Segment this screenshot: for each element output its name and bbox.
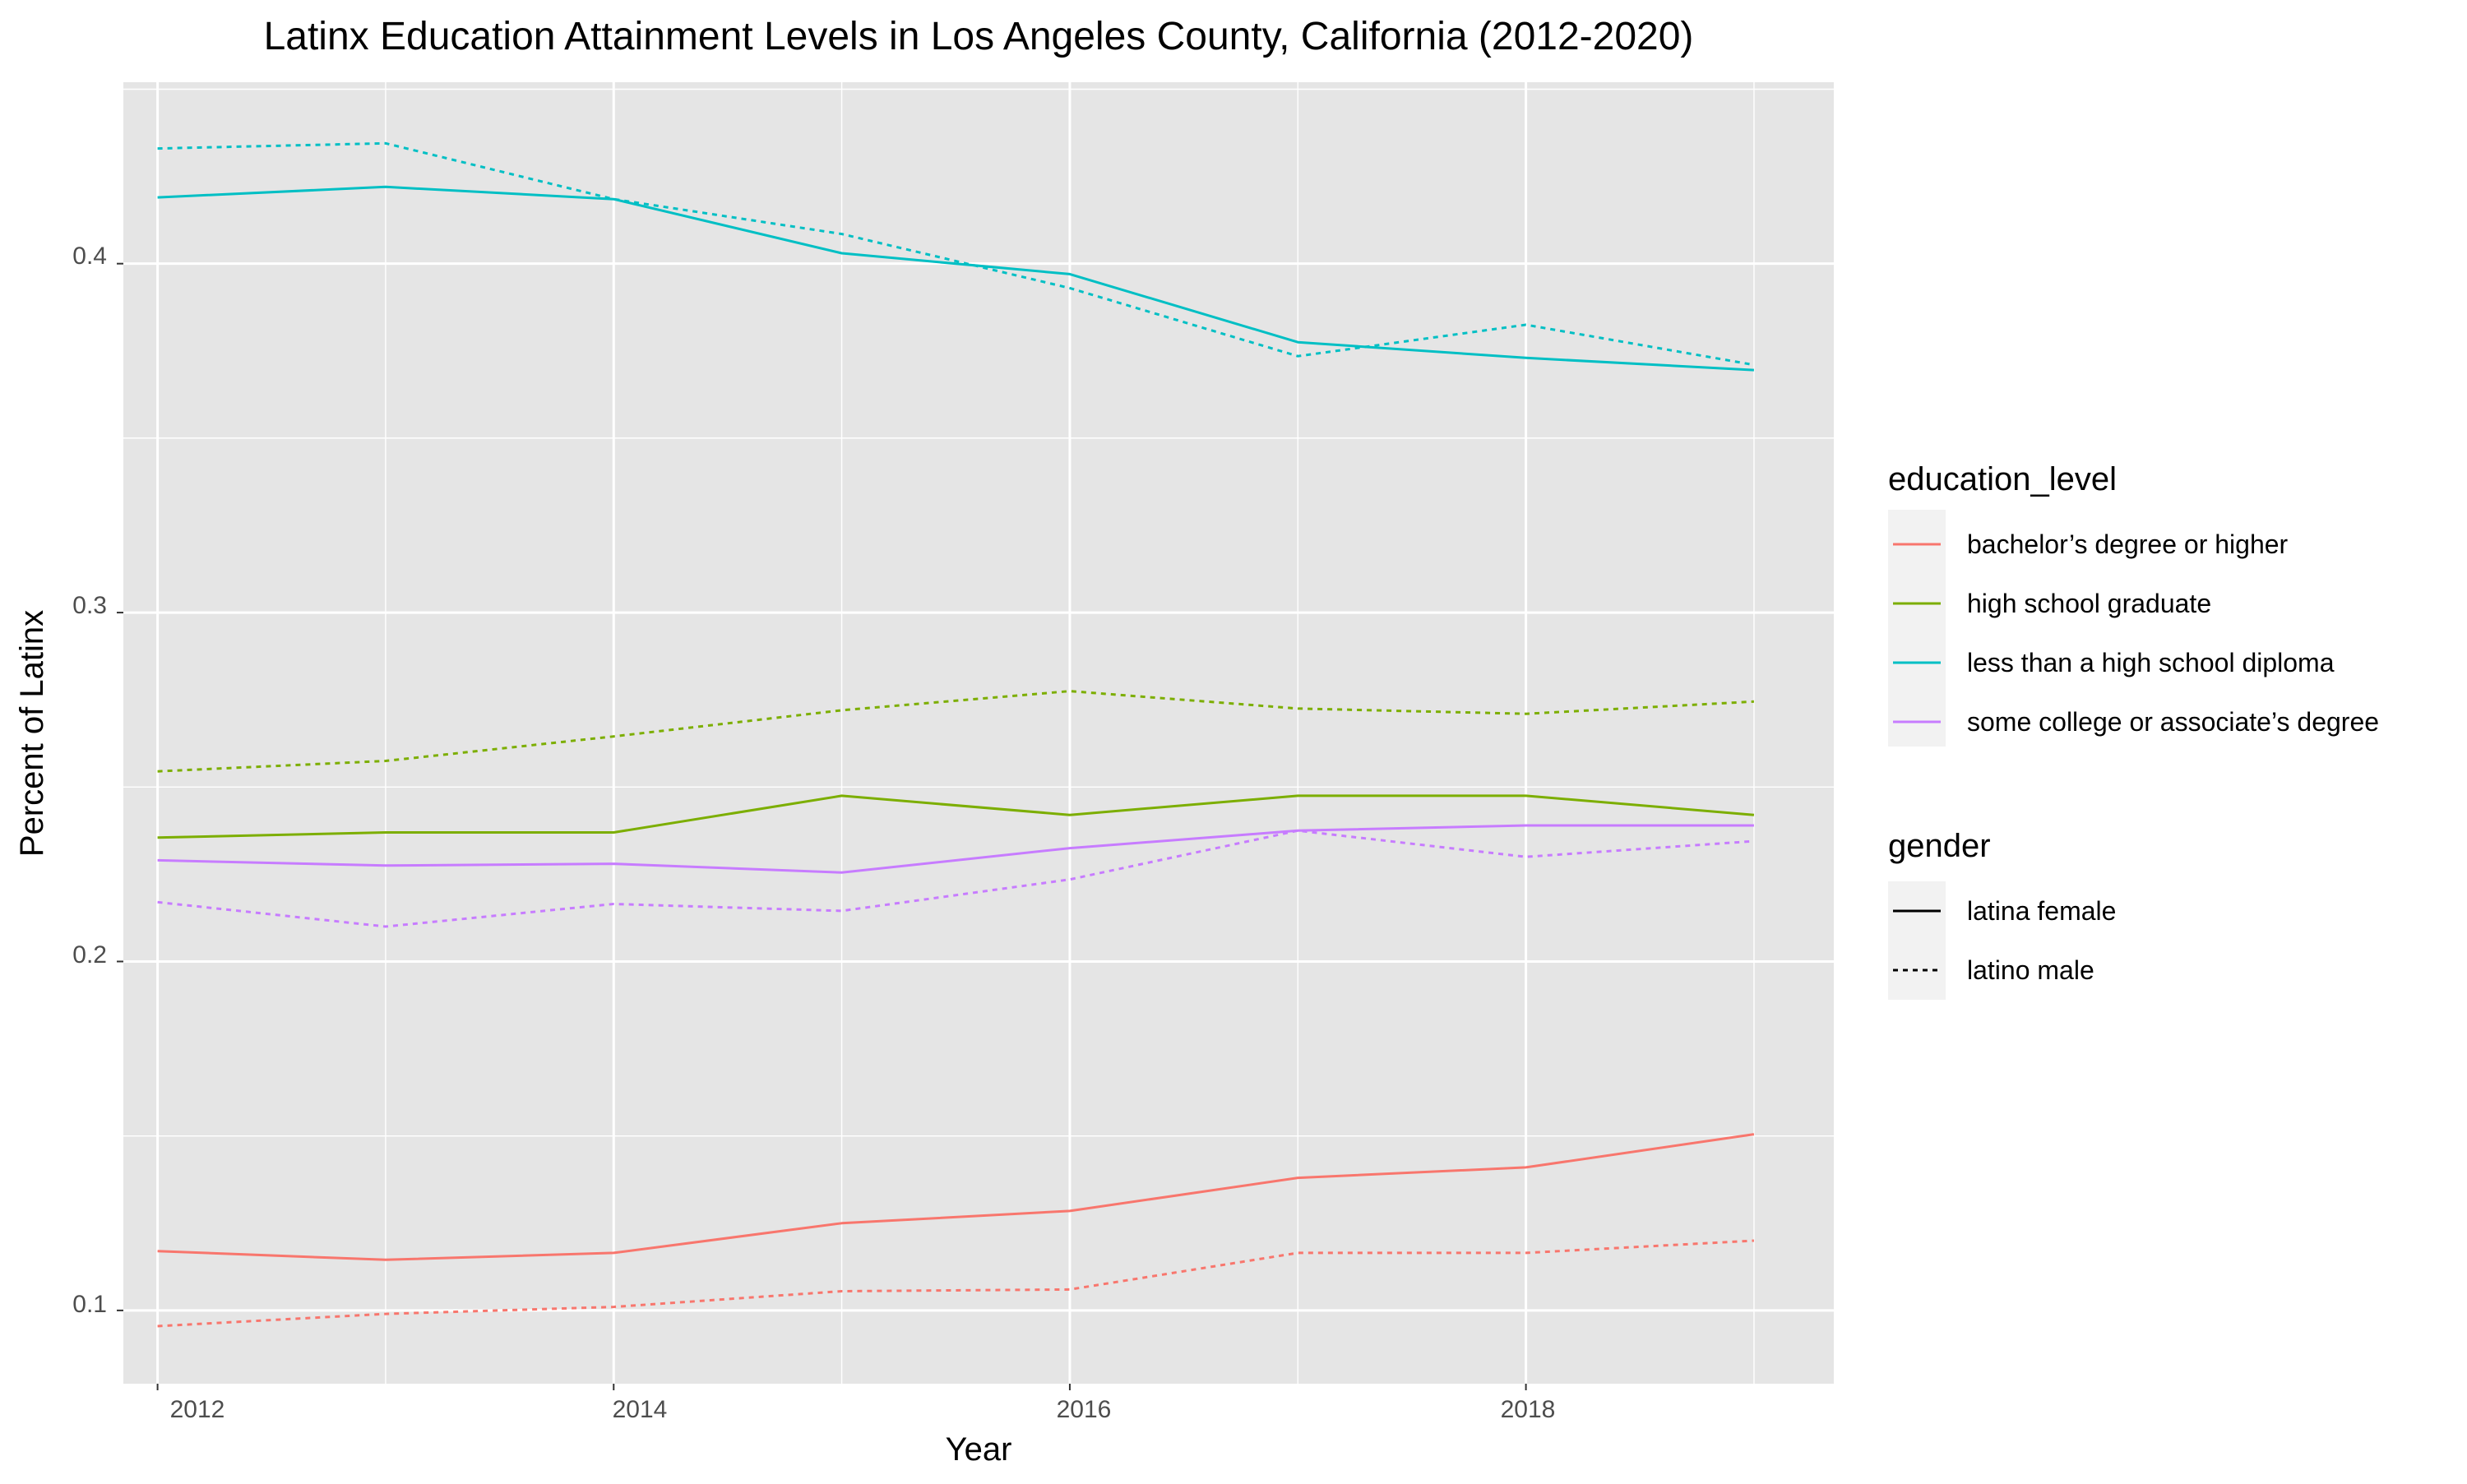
legend-label: less than a high school diploma xyxy=(1967,648,2335,677)
y-axis-label: Percent of Latinx xyxy=(14,610,50,857)
y-tick-labels: 0.1 0.2 0.3 0.4 xyxy=(72,243,107,1318)
legend-label: some college or associate’s degree xyxy=(1967,707,2379,737)
plot-panel xyxy=(123,82,1834,1384)
chart-title: Latinx Education Attainment Levels in Lo… xyxy=(264,15,1694,58)
x-axis-label: Year xyxy=(946,1431,1012,1468)
legend-gender: gender latina female latino male xyxy=(1888,828,2116,1000)
legend-title: gender xyxy=(1888,828,1991,864)
y-tick-label: 0.1 xyxy=(72,1291,107,1318)
x-tick-label: 2016 xyxy=(1057,1396,1112,1423)
legend-label: bachelor’s degree or higher xyxy=(1967,529,2289,559)
x-tick-labels: 2012 2014 2016 2018 xyxy=(170,1396,1556,1423)
y-tick-label: 0.2 xyxy=(72,941,107,969)
x-tick-label: 2014 xyxy=(613,1396,668,1423)
legend-label: latino male xyxy=(1967,955,2094,985)
legend-title: education_level xyxy=(1888,461,2117,497)
legend-label: high school graduate xyxy=(1967,589,2211,618)
legend-label: latina female xyxy=(1967,896,2116,926)
x-tick-label: 2012 xyxy=(170,1396,225,1423)
y-tick-label: 0.3 xyxy=(72,592,107,619)
x-tick-label: 2018 xyxy=(1501,1396,1556,1423)
legend-key-bg xyxy=(1888,881,1946,1000)
y-tick-label: 0.4 xyxy=(72,243,107,270)
legend-education-level: education_level bachelor’s degree or hig… xyxy=(1888,461,2379,747)
